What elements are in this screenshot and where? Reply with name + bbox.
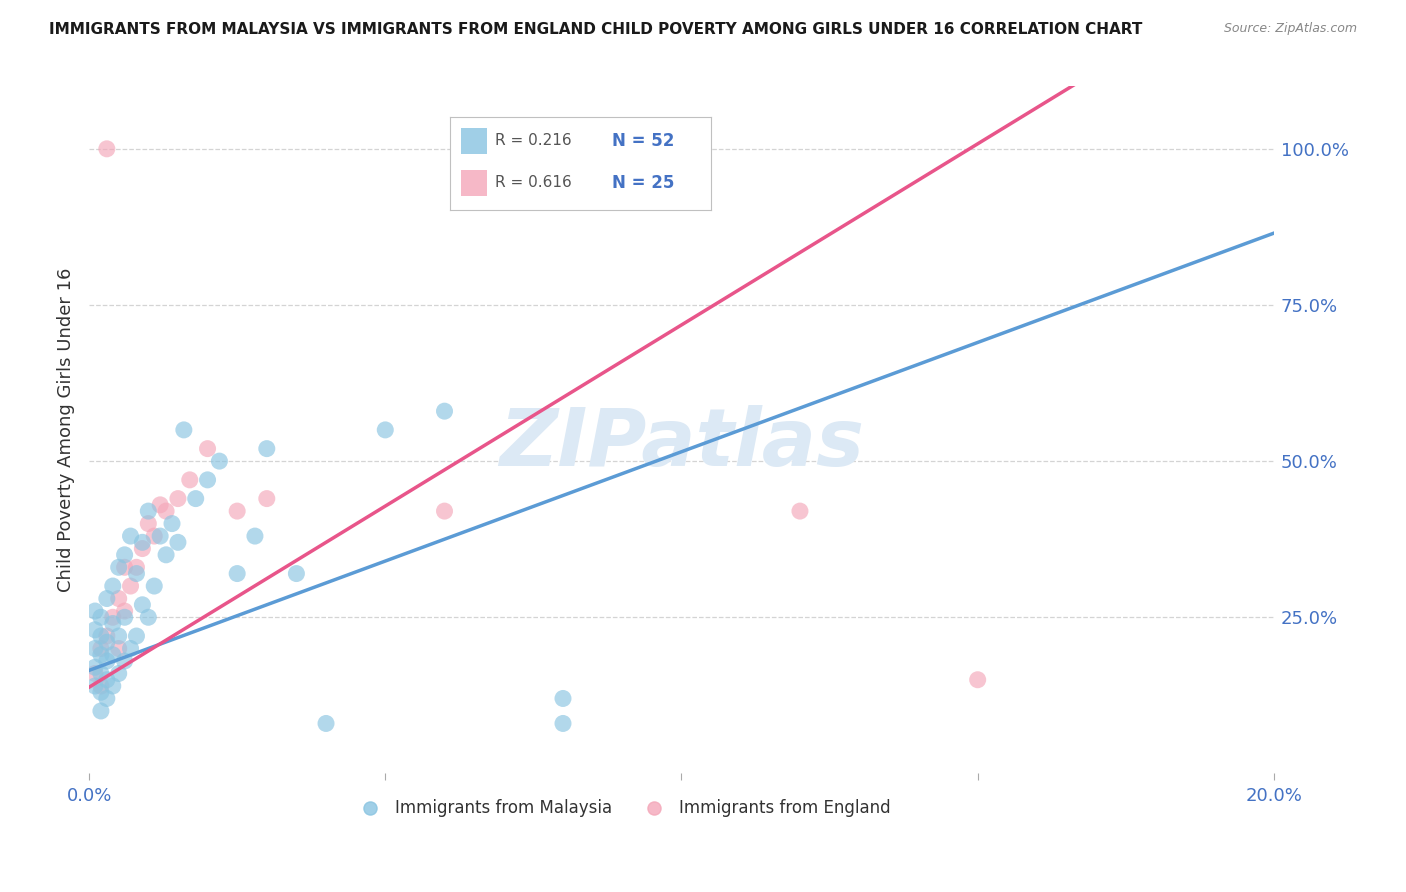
- Point: [120, 529, 142, 543]
- Point: [96, 673, 118, 687]
- Point: [101, 648, 124, 662]
- Point: [315, 716, 337, 731]
- Point: [149, 498, 172, 512]
- Point: [120, 579, 142, 593]
- Point: [243, 529, 266, 543]
- Point: [114, 610, 136, 624]
- Point: [433, 404, 456, 418]
- Point: [114, 654, 136, 668]
- Point: [96, 635, 118, 649]
- Text: ZIPatlas: ZIPatlas: [499, 405, 863, 483]
- Point: [107, 641, 129, 656]
- Point: [173, 423, 195, 437]
- Point: [101, 616, 124, 631]
- Text: IMMIGRANTS FROM MALAYSIA VS IMMIGRANTS FROM ENGLAND CHILD POVERTY AMONG GIRLS UN: IMMIGRANTS FROM MALAYSIA VS IMMIGRANTS F…: [49, 22, 1143, 37]
- Point: [184, 491, 207, 506]
- Point: [84, 641, 107, 656]
- Point: [107, 666, 129, 681]
- Point: [90, 610, 112, 624]
- Point: [131, 541, 153, 556]
- Point: [374, 423, 396, 437]
- Point: [96, 691, 118, 706]
- Point: [107, 560, 129, 574]
- Point: [433, 504, 456, 518]
- Point: [114, 560, 136, 574]
- Point: [131, 598, 153, 612]
- Point: [96, 654, 118, 668]
- Point: [107, 629, 129, 643]
- Point: [90, 685, 112, 699]
- Point: [167, 535, 190, 549]
- Point: [90, 641, 112, 656]
- Point: [179, 473, 201, 487]
- Point: [125, 560, 148, 574]
- Point: [197, 473, 219, 487]
- Point: [84, 679, 107, 693]
- Point: [136, 610, 159, 624]
- Point: [90, 648, 112, 662]
- Point: [120, 641, 142, 656]
- Point: [160, 516, 183, 531]
- Point: [136, 504, 159, 518]
- Point: [90, 666, 112, 681]
- Point: [226, 566, 249, 581]
- Point: [84, 623, 107, 637]
- Point: [155, 504, 177, 518]
- Point: [143, 579, 166, 593]
- Point: [84, 660, 107, 674]
- Point: [226, 504, 249, 518]
- Point: [143, 529, 166, 543]
- Point: [131, 535, 153, 549]
- Point: [84, 666, 107, 681]
- Point: [101, 610, 124, 624]
- Point: [197, 442, 219, 456]
- Point: [256, 442, 278, 456]
- Legend: Immigrants from Malaysia, Immigrants from England: Immigrants from Malaysia, Immigrants fro…: [347, 792, 897, 823]
- Text: Source: ZipAtlas.com: Source: ZipAtlas.com: [1223, 22, 1357, 36]
- Point: [96, 591, 118, 606]
- Point: [256, 491, 278, 506]
- Point: [90, 704, 112, 718]
- Point: [285, 566, 308, 581]
- Point: [125, 629, 148, 643]
- Point: [551, 716, 574, 731]
- Point: [96, 142, 118, 156]
- Point: [136, 516, 159, 531]
- Point: [551, 691, 574, 706]
- Point: [155, 548, 177, 562]
- Y-axis label: Child Poverty Among Girls Under 16: Child Poverty Among Girls Under 16: [58, 268, 75, 592]
- Point: [90, 679, 112, 693]
- Point: [149, 529, 172, 543]
- Point: [107, 591, 129, 606]
- Point: [101, 579, 124, 593]
- Point: [966, 673, 988, 687]
- Point: [101, 679, 124, 693]
- Point: [84, 604, 107, 618]
- Point: [208, 454, 231, 468]
- Point: [90, 629, 112, 643]
- Point: [125, 566, 148, 581]
- Point: [114, 604, 136, 618]
- Point: [789, 504, 811, 518]
- Point: [96, 629, 118, 643]
- Point: [114, 548, 136, 562]
- Point: [167, 491, 190, 506]
